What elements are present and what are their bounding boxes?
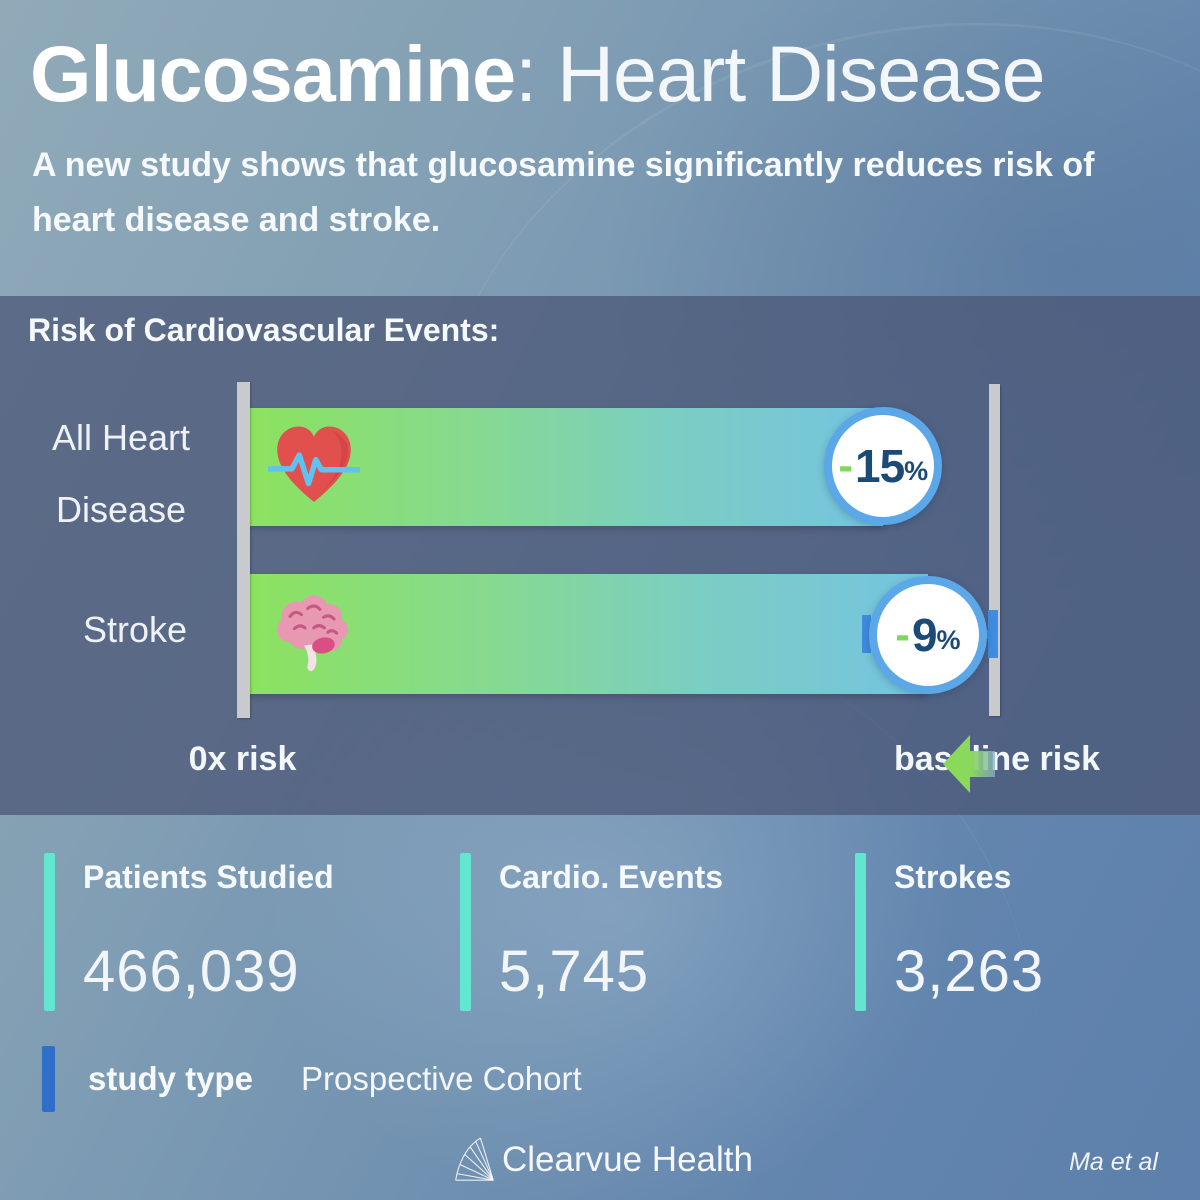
x-axis-label-baseline-risk: baseline risk <box>893 740 1100 778</box>
badge-percent: % <box>936 624 961 655</box>
stat-label: Cardio. Events <box>499 859 724 895</box>
stat-cardio-events: Cardio. Events 5,745 <box>460 853 723 1011</box>
study-type-accent-rule <box>42 1046 55 1112</box>
badge-value: 9 <box>911 609 938 661</box>
heart-pulse-icon <box>268 426 360 502</box>
arrow-head <box>943 735 971 793</box>
stat-accent-rule <box>44 853 55 1011</box>
title-rest: : Heart Disease <box>515 29 1045 118</box>
stat-label: Patients Studied <box>83 859 334 895</box>
baseline-risk-axis <box>989 384 1000 716</box>
x-axis-label-zero-risk: 0x risk <box>188 740 297 778</box>
badge-minus: - <box>895 610 910 659</box>
bar-all-heart-disease <box>250 408 884 526</box>
stat-value: 3,263 <box>894 939 1045 1004</box>
study-type-row: study type Prospective Cohort <box>42 1046 582 1112</box>
badge-value: 15 <box>854 440 905 492</box>
stat-label: Strokes <box>894 859 1012 895</box>
stat-accent-rule <box>460 853 471 1011</box>
arrow-tail <box>970 751 995 777</box>
badge-percent: % <box>904 455 929 486</box>
study-type-value: Prospective Cohort <box>301 1060 582 1097</box>
row-label-stroke: Stroke <box>40 612 230 648</box>
page-subtitle: A new study shows that glucosamine signi… <box>32 146 1095 240</box>
row-label-all-heart-disease: All Heart Disease <box>14 402 228 546</box>
chart-title: Risk of Cardiovascular Events: <box>28 312 500 348</box>
stat-patients-studied: Patients Studied 466,039 <box>44 853 334 1011</box>
stat-strokes: Strokes 3,263 <box>855 853 1044 1011</box>
badge-minus: - <box>838 441 853 490</box>
bar-stroke <box>250 574 928 694</box>
stat-value: 466,039 <box>83 939 300 1004</box>
brain-icon <box>276 595 349 672</box>
clearvue-logo-icon <box>455 1137 494 1181</box>
citation-source: Ma et al <box>1069 1148 1158 1176</box>
risk-badge-heart-disease: - 15 % <box>824 407 943 525</box>
row-label-line: Stroke <box>82 609 188 650</box>
title-keyword: Glucosamine <box>30 29 516 118</box>
stat-value: 5,745 <box>499 939 650 1004</box>
zero-risk-axis <box>237 382 250 718</box>
row-label-line: All Heart <box>51 417 191 458</box>
study-type-label: study type <box>88 1060 254 1097</box>
interval-right-tick <box>987 610 998 658</box>
row-label-line: Disease <box>55 489 187 530</box>
page-title: Glucosamine: Heart Disease <box>30 28 1046 120</box>
brand-footer: Clearvue Health <box>452 1134 753 1186</box>
reduction-arrow <box>943 734 995 794</box>
stat-accent-rule <box>855 853 866 1011</box>
risk-badge-stroke: - 9 % <box>868 576 987 694</box>
brand-name: Clearvue Health <box>502 1140 753 1179</box>
chart-panel: Risk of Cardiovascular Events: All Heart… <box>0 296 1200 815</box>
